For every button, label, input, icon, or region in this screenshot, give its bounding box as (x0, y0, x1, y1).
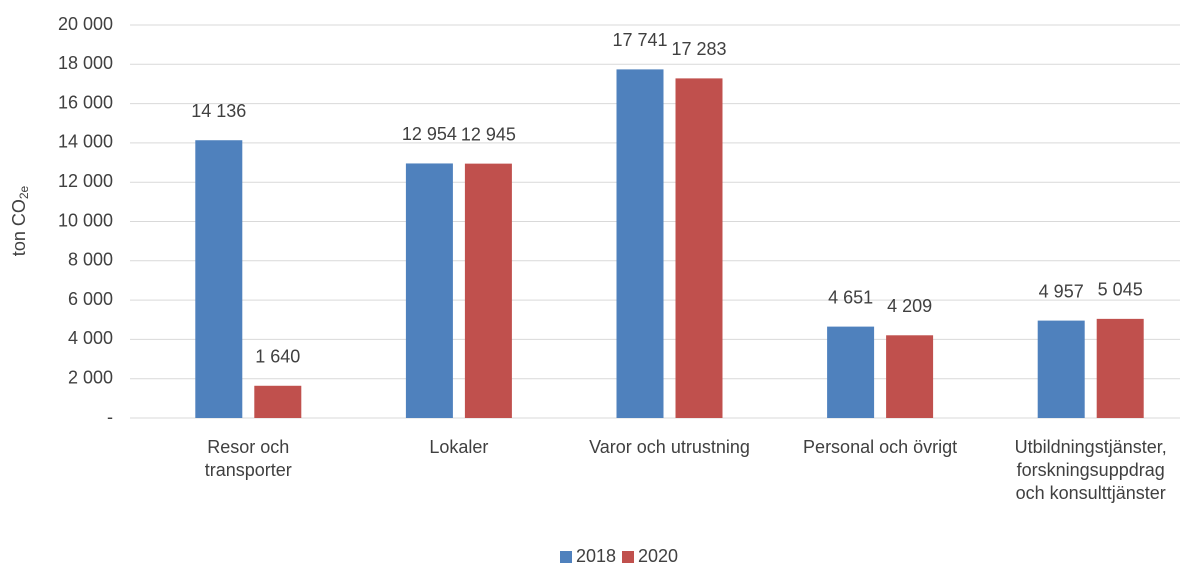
data-label: 1 640 (255, 347, 300, 367)
x-tick-label: Resor och (207, 437, 289, 457)
y-axis-label-text: ton CO (9, 199, 29, 256)
y-tick-label: - (107, 407, 113, 427)
bar (405, 163, 453, 418)
data-label: 17 283 (671, 39, 726, 59)
x-tick-label: forskningsuppdrag (1017, 460, 1165, 480)
y-tick-label: 12 000 (58, 171, 113, 191)
x-tick-label: transporter (205, 460, 292, 480)
bar (254, 385, 302, 418)
bar (195, 140, 243, 418)
y-tick-label: 8 000 (68, 250, 113, 270)
legend-swatch (560, 551, 572, 563)
data-label: 4 209 (887, 296, 932, 316)
y-tick-label: 4 000 (68, 328, 113, 348)
bar (464, 163, 512, 418)
y-tick-label: 18 000 (58, 53, 113, 73)
y-tick-label: 10 000 (58, 210, 113, 230)
data-label: 12 954 (402, 124, 457, 144)
bar (675, 78, 723, 419)
bar (616, 69, 664, 419)
data-label: 4 651 (828, 287, 873, 307)
data-label: 14 136 (191, 101, 246, 121)
y-axis-label: ton CO2e (9, 185, 31, 256)
x-tick-label: Utbildningstjänster, (1015, 437, 1167, 457)
bar (886, 335, 934, 418)
x-tick-label: Personal och övrigt (803, 437, 957, 457)
legend-label: 2018 (576, 546, 616, 566)
y-axis-label-subscript: 2e (17, 185, 31, 199)
legend-swatch (622, 551, 634, 563)
y-tick-label: 6 000 (68, 289, 113, 309)
bar (827, 326, 875, 418)
legend-label: 2020 (638, 546, 678, 566)
data-label: 4 957 (1039, 281, 1084, 301)
y-tick-label: 2 000 (68, 367, 113, 387)
y-tick-label: 16 000 (58, 92, 113, 112)
bar (1096, 318, 1144, 418)
x-tick-label: Lokaler (429, 437, 488, 457)
x-tick-label: Varor och utrustning (589, 437, 750, 457)
data-label: 12 945 (461, 124, 516, 144)
x-tick-label: och konsulttjänster (1016, 483, 1166, 503)
data-label: 17 741 (612, 30, 667, 50)
bar (1037, 320, 1085, 418)
y-tick-label: 14 000 (58, 132, 113, 152)
y-tick-label: 20 000 (58, 14, 113, 34)
data-label: 5 045 (1098, 280, 1143, 300)
